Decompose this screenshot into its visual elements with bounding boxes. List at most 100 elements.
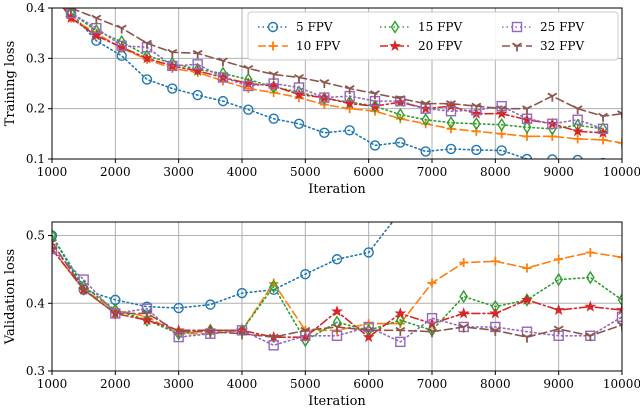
data-point-15-fpv (617, 293, 622, 307)
x-tick-label: 2000 (100, 165, 131, 179)
data-point-25-fpv (395, 95, 406, 107)
data-point-32-fpv (553, 325, 564, 335)
data-point-32-fpv (52, 238, 57, 248)
data-point-32-fpv (110, 309, 121, 319)
data-point-25-fpv (616, 311, 622, 323)
data-point-15-fpv (193, 62, 202, 77)
legend-item-20-fpv: 20 FPV (380, 39, 462, 53)
data-point-20-fpv (597, 126, 609, 138)
data-point-20-fpv (299, 330, 312, 343)
data-point-32-fpv (268, 70, 279, 80)
data-point-5-fpv (293, 118, 305, 129)
data-point-25-fpv (319, 92, 330, 103)
data-point-25-fpv (217, 72, 229, 83)
data-point-32-fpv (363, 326, 374, 336)
data-point-32-fpv (205, 328, 216, 338)
y-axis-label: Training loss (3, 41, 18, 126)
y-tick-label: 0.1 (26, 152, 45, 166)
data-point-10-fpv (573, 134, 583, 144)
data-point-5-fpv (236, 287, 248, 299)
data-point-15-fpv (472, 116, 481, 131)
x-tick-label: 4000 (227, 165, 258, 179)
y-tick-label: 0.3 (26, 51, 45, 65)
grid-lines (51, 222, 623, 372)
data-point-5-fpv (420, 146, 431, 157)
data-point-32-fpv (458, 323, 469, 333)
data-point-5-fpv (396, 207, 405, 216)
plot-frame (51, 221, 623, 372)
data-point-32-fpv (617, 110, 622, 120)
data-point-32-fpv (446, 100, 456, 110)
data-point-5-fpv (445, 143, 457, 155)
data-point-25-fpv (293, 82, 305, 93)
data-point-32-fpv (218, 57, 228, 67)
x-tick-label: 2000 (100, 377, 131, 391)
data-point-20-fpv (571, 125, 584, 137)
data-point-32-fpv (142, 309, 152, 319)
data-point-32-fpv (522, 105, 532, 115)
chart-panel-2: 1000 2000 3000 4000 5000 6000 7000 8000 9000 1000… (3, 207, 640, 409)
legend: 5 FPV 10 FPV 15 FPV 20 FPV 25 FPV 32 FPV (247, 11, 619, 61)
data-point-25-fpv (597, 123, 609, 135)
data-point-25-fpv (572, 114, 583, 125)
legend-item-5-fpv: 5 FPV (258, 20, 333, 34)
data-point-25-fpv (395, 336, 406, 348)
data-point-5-fpv (319, 127, 330, 139)
legend-item-25-fpv: 25 FPV (502, 20, 584, 34)
data-point-20-fpv (521, 293, 533, 305)
x-tick-label: 6000 (353, 165, 384, 179)
data-point-10-fpv (427, 278, 437, 288)
data-point-10-fpv (522, 263, 532, 273)
legend-label: 5 FPV (296, 20, 333, 34)
data-point-32-fpv (300, 326, 311, 336)
chart-panel-1: 1000 2000 3000 4000 5000 6000 7000 8000 9000 1000… (3, 1, 640, 197)
legend-item-32-fpv: 32 FPV (502, 39, 584, 53)
data-point-32-fpv (319, 79, 330, 88)
data-point-15-fpv (396, 313, 405, 328)
data-point-20-fpv (552, 303, 565, 316)
data-point-15-fpv (396, 107, 405, 122)
data-point-10-fpv (490, 256, 500, 266)
data-point-25-fpv (167, 60, 178, 72)
data-point-20-fpv (470, 107, 483, 119)
data-point-32-fpv (167, 48, 178, 58)
data-point-32-fpv (490, 326, 501, 336)
y-tick-label: 0.2 (26, 102, 45, 116)
data-point-10-fpv (421, 119, 431, 129)
data-point-32-fpv (142, 39, 152, 49)
x-tick-label: 8000 (480, 377, 511, 391)
legend-label: 20 FPV (418, 39, 462, 53)
data-point-20-fpv (394, 307, 407, 319)
data-point-5-fpv (141, 74, 153, 85)
legend-label: 15 FPV (418, 20, 462, 34)
x-tick-label: 1000 (37, 165, 68, 179)
data-point-5-fpv (268, 113, 279, 124)
data-point-20-fpv (90, 29, 103, 41)
data-point-5-fpv (205, 299, 216, 310)
data-point-32-fpv (344, 85, 355, 95)
data-point-32-fpv (617, 321, 622, 331)
data-point-5-fpv (547, 154, 558, 159)
x-tick-label: 8000 (480, 165, 511, 179)
data-point-20-fpv (521, 113, 533, 125)
data-point-25-fpv (547, 118, 558, 129)
series-line-5-fpv (67, 8, 568, 159)
x-tick-label: 5000 (290, 165, 321, 179)
legend-item-10-fpv: 10 FPV (258, 39, 340, 53)
data-point-15-fpv (497, 117, 506, 132)
data-point-15-fpv (269, 279, 278, 294)
legend-box (247, 11, 619, 61)
legend-label: 25 FPV (540, 20, 584, 34)
data-point-5-fpv (369, 140, 381, 151)
data-point-20-fpv (489, 307, 502, 319)
data-point-5-fpv (331, 254, 343, 265)
data-point-32-fpv (243, 64, 254, 74)
data-point-20-fpv (236, 324, 248, 336)
data-point-32-fpv (116, 24, 127, 34)
data-point-25-fpv (116, 40, 127, 51)
data-point-32-fpv (173, 328, 184, 338)
data-point-20-fpv (331, 305, 343, 317)
y-axis-label: Validation loss (3, 249, 18, 345)
data-point-5-fpv (243, 104, 254, 115)
